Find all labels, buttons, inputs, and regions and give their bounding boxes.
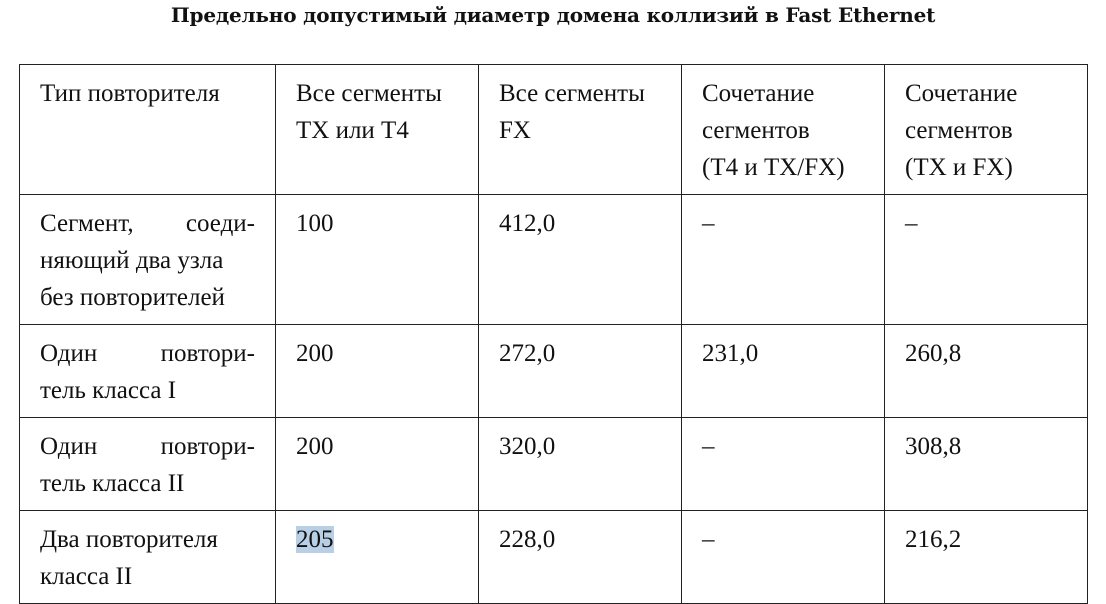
label-line: няющий два узла bbox=[40, 247, 224, 274]
cell-tx-fx: 308,8 bbox=[884, 417, 1088, 511]
selected-text[interactable]: 205 bbox=[296, 526, 334, 553]
cell-tx-t4: 200 bbox=[275, 417, 479, 511]
row-label: Сегмент, соеди- няющий два узла без повт… bbox=[19, 194, 276, 325]
header-line: Все сегменты bbox=[499, 80, 645, 107]
collision-domain-table: Тип повторителя Все сегменты TX или T4 В… bbox=[19, 64, 1088, 604]
row-label: Один повтори- тель класса I bbox=[19, 324, 276, 418]
header-fx: Все сегменты FX bbox=[478, 64, 682, 195]
row-label: Два повторителя класса II bbox=[19, 510, 276, 604]
header-line: Сочетание bbox=[702, 80, 815, 107]
label-line: Сегмент, соеди- bbox=[40, 210, 255, 237]
cell-tx-fx: 216,2 bbox=[884, 510, 1088, 604]
table-row: Сегмент, соеди- няющий два узла без повт… bbox=[19, 194, 1088, 325]
label-line: Один повтори- bbox=[40, 340, 255, 367]
cell-tx-t4: 205 bbox=[275, 510, 479, 604]
cell-t4-txfx: 231,0 bbox=[681, 324, 885, 418]
table-row: Один повтори- тель класса II 200 320,0 –… bbox=[19, 417, 1088, 511]
table-caption: Предельно допустимый диаметр домена колл… bbox=[170, 3, 936, 27]
header-tx-t4: Все сегменты TX или T4 bbox=[275, 64, 479, 195]
row-label: Один повтори- тель класса II bbox=[19, 417, 276, 511]
cell-fx: 320,0 bbox=[478, 417, 682, 511]
cell-tx-t4: 100 bbox=[275, 194, 479, 325]
cell-t4-txfx: – bbox=[681, 417, 885, 511]
header-line: сегментов bbox=[702, 117, 810, 144]
label-line: класса II bbox=[40, 563, 133, 590]
label-line: Два повторителя bbox=[40, 526, 218, 553]
header-line: (T4 и TX/FX) bbox=[702, 154, 845, 181]
header-t4-txfx: Сочетание сегментов (T4 и TX/FX) bbox=[681, 64, 885, 195]
table-row: Два повторителя класса II 205 228,0 – 21… bbox=[19, 510, 1088, 604]
label-line: Один повтори- bbox=[40, 433, 255, 460]
cell-fx: 272,0 bbox=[478, 324, 682, 418]
header-line: сегментов bbox=[905, 117, 1013, 144]
cell-fx: 412,0 bbox=[478, 194, 682, 325]
header-tx-fx: Сочетание сегментов (TX и FX) bbox=[884, 64, 1088, 195]
cell-tx-fx: – bbox=[884, 194, 1088, 325]
header-line: TX или T4 bbox=[296, 117, 409, 144]
header-repeater-type: Тип повторителя bbox=[19, 64, 276, 195]
header-line: FX bbox=[499, 117, 531, 144]
header-line: Сочетание bbox=[905, 80, 1018, 107]
label-line: без повторителей bbox=[40, 284, 225, 311]
cell-fx: 228,0 bbox=[478, 510, 682, 604]
header-line: Все сегменты bbox=[296, 80, 442, 107]
header-line: (TX и FX) bbox=[905, 154, 1013, 181]
cell-tx-fx: 260,8 bbox=[884, 324, 1088, 418]
cell-t4-txfx: – bbox=[681, 194, 885, 325]
label-line: тель класса I bbox=[40, 377, 177, 404]
header-row: Тип повторителя Все сегменты TX или T4 В… bbox=[19, 64, 1088, 195]
cell-tx-t4: 200 bbox=[275, 324, 479, 418]
cell-t4-txfx: – bbox=[681, 510, 885, 604]
table-row: Один повтори- тель класса I 200 272,0 23… bbox=[19, 324, 1088, 418]
header-line: Тип повторителя bbox=[40, 80, 220, 107]
label-line: тель класса II bbox=[40, 470, 185, 497]
